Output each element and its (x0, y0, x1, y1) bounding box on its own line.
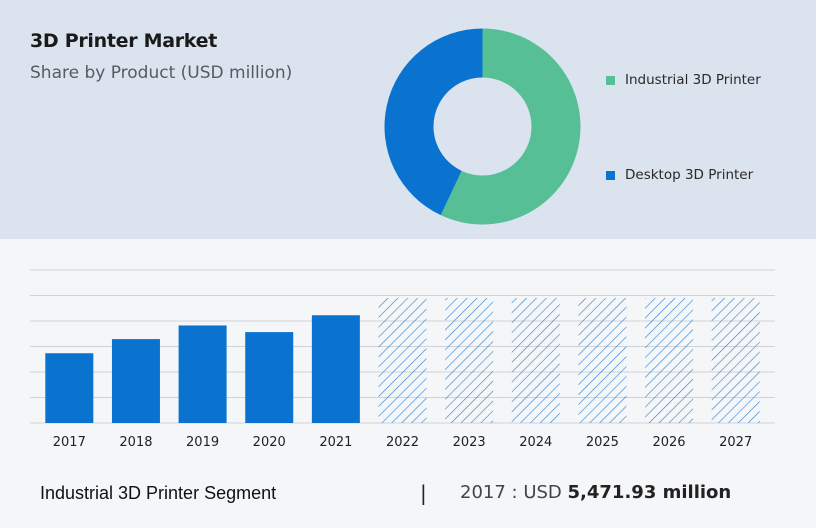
x-tick-label-2025: 2025 (586, 435, 619, 450)
x-tick-label-2018: 2018 (119, 435, 152, 450)
donut-slice-industrial (440, 28, 581, 225)
x-tick-label-2022: 2022 (386, 435, 419, 450)
forecast-bar-2027 (711, 298, 760, 423)
x-tick-label-2023: 2023 (453, 435, 486, 450)
forecast-bar-2026 (645, 298, 694, 423)
chart-title: 3D Printer Market (30, 30, 217, 52)
legend-item-desktop: Desktop 3D Printer (606, 167, 753, 183)
segment-label: Industrial 3D Printer Segment (40, 483, 277, 503)
bar-chart: 2017 2018 2019 2020 2021 2022 2023 2024 2025 2026… (30, 269, 775, 450)
segment-value-amount: 5,471.93 million (567, 482, 732, 503)
forecast-bar-2023 (445, 298, 494, 423)
legend-swatch-industrial (606, 75, 615, 85)
bar-2021 (311, 315, 360, 423)
segment-value: 2017 : USD 5,471.93 million (460, 482, 731, 503)
x-tick-label-2019: 2019 (186, 435, 219, 450)
x-tick-label-2021: 2021 (319, 435, 352, 450)
forecast-bar-2025 (578, 298, 627, 423)
bar-2018 (111, 339, 160, 423)
bar-2017 (45, 353, 94, 423)
donut-chart (384, 28, 581, 225)
legend-label-desktop: Desktop 3D Printer (625, 167, 754, 183)
legend-item-industrial: Industrial 3D Printer (606, 72, 761, 88)
x-tick-label-2020: 2020 (253, 435, 286, 450)
x-tick-label-2017: 2017 (53, 435, 86, 450)
x-tick-label-2027: 2027 (719, 435, 752, 450)
chart-subtitle: Share by Product (USD million) (30, 63, 293, 83)
forecast-bar-2022 (378, 298, 427, 423)
bar-2019 (178, 325, 227, 423)
forecast-bar-2024 (511, 298, 560, 423)
donut-slice-desktop (384, 28, 483, 216)
segment-value-prefix: 2017 : USD (460, 482, 562, 503)
x-tick-label-2026: 2026 (652, 435, 685, 450)
bar-2020 (245, 332, 294, 423)
legend-swatch-desktop (606, 170, 615, 180)
x-tick-label-2024: 2024 (519, 435, 552, 450)
legend-label-industrial: Industrial 3D Printer (625, 72, 761, 88)
footer-separator: | (420, 481, 427, 505)
